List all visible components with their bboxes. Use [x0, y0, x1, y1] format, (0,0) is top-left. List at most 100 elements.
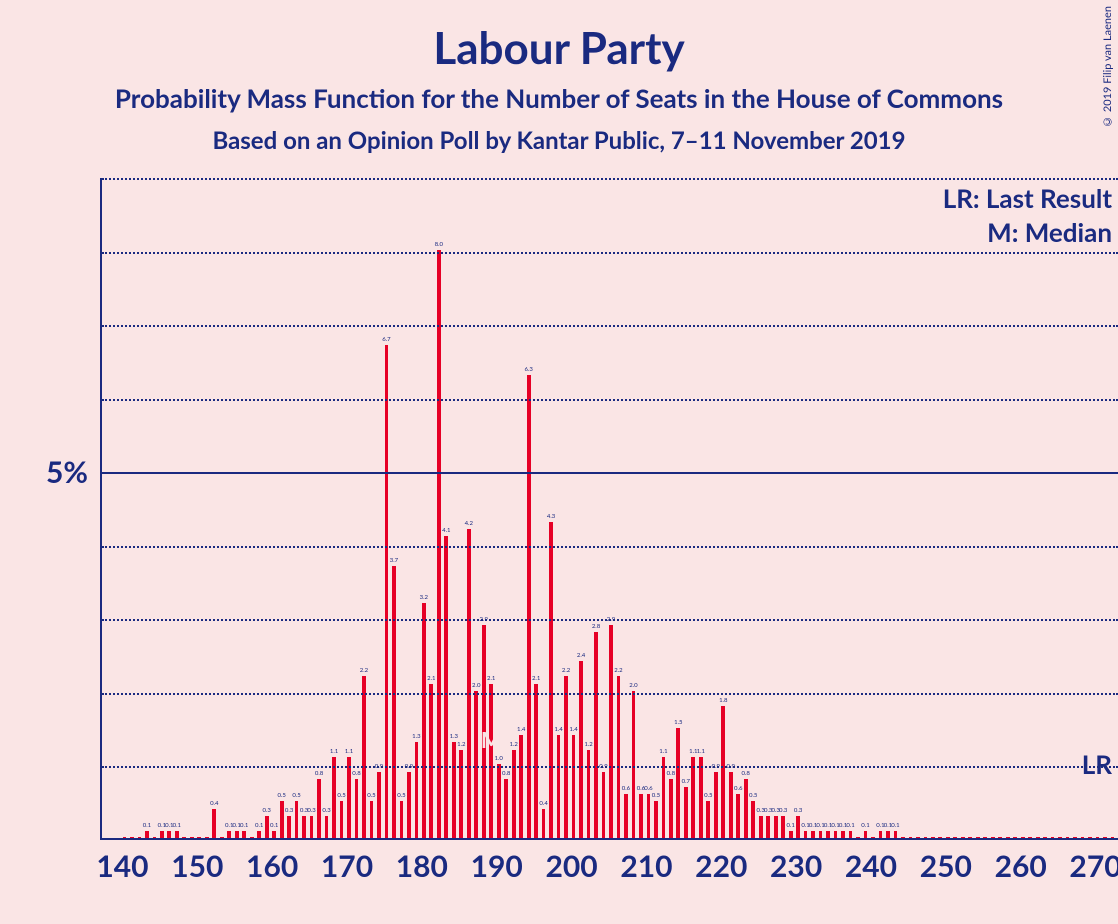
bar	[557, 735, 561, 838]
bar	[138, 837, 142, 838]
bar-value-label: 0.1	[846, 822, 854, 829]
bar	[594, 632, 598, 838]
bar	[938, 837, 942, 838]
bar	[849, 831, 853, 838]
bar	[242, 831, 246, 838]
bar	[1066, 837, 1070, 838]
bar	[916, 837, 920, 838]
bar-value-label: 1.1	[697, 748, 705, 755]
grid-line	[102, 472, 1118, 474]
x-tick-label: 270	[1069, 848, 1118, 884]
bar	[377, 772, 381, 838]
bar-value-label: 0.3	[285, 807, 293, 814]
bar	[182, 837, 186, 838]
bar	[1013, 837, 1017, 838]
bar	[295, 801, 299, 838]
bar	[280, 801, 284, 838]
bar	[257, 831, 261, 838]
x-tick-label: 220	[695, 848, 747, 884]
bar-value-label: 1.8	[719, 697, 727, 704]
bar	[669, 779, 673, 838]
bar	[976, 837, 980, 838]
bar-value-label: 0.8	[315, 770, 323, 777]
bar-value-label: 0.1	[173, 822, 181, 829]
bar	[265, 816, 269, 838]
x-tick-label: 200	[545, 848, 597, 884]
x-tick-label: 210	[620, 848, 672, 884]
bar	[834, 831, 838, 838]
bar	[931, 837, 935, 838]
bar	[751, 801, 755, 838]
bar	[205, 837, 209, 838]
bar	[1006, 837, 1010, 838]
bar	[1021, 837, 1025, 838]
bar-value-label: 2.2	[614, 667, 622, 674]
bar	[796, 816, 800, 838]
x-tick-label: 140	[96, 848, 148, 884]
grid-line	[102, 178, 1118, 180]
bar	[879, 831, 883, 838]
bar-value-label: 0.6	[622, 785, 630, 792]
bar-value-label: 0.5	[292, 792, 300, 799]
bar	[856, 837, 860, 838]
bar-value-label: 0.8	[502, 770, 510, 777]
bar	[145, 831, 149, 838]
x-tick-label: 170	[321, 848, 373, 884]
bar	[497, 764, 501, 838]
bar	[968, 837, 972, 838]
x-tick-label: 260	[995, 848, 1047, 884]
bar	[736, 794, 740, 838]
bars-container: 0.10.10.10.10.40.10.10.10.10.30.10.50.30…	[102, 178, 1118, 838]
bar-value-label: 1.3	[412, 733, 420, 740]
bar	[766, 816, 770, 838]
bar-value-label: 2.1	[487, 675, 495, 682]
bar	[587, 750, 591, 838]
bar-value-label: 1.2	[509, 741, 517, 748]
bar-value-label: 0.8	[667, 770, 675, 777]
bar	[983, 837, 987, 838]
bar-value-label: 1.2	[457, 741, 465, 748]
grid-line	[102, 766, 1118, 768]
bar-value-label: 0.5	[397, 792, 405, 799]
grid-line	[102, 546, 1118, 548]
bar	[310, 816, 314, 838]
bar	[647, 794, 651, 838]
bar	[953, 837, 957, 838]
bar-value-label: 1.0	[495, 755, 503, 762]
bar-value-label: 4.3	[547, 513, 555, 520]
bar	[1058, 837, 1062, 838]
bar-value-label: 0.6	[644, 785, 652, 792]
bar	[452, 742, 456, 838]
bar-value-label: 2.0	[629, 682, 637, 689]
bar	[759, 816, 763, 838]
bar	[617, 676, 621, 838]
bar	[1043, 837, 1047, 838]
bar	[572, 735, 576, 838]
legend-last-result: LR: Last Result	[943, 182, 1112, 214]
bar	[235, 831, 239, 838]
bar-value-label: 0.1	[240, 822, 248, 829]
bar	[602, 772, 606, 838]
bar	[789, 831, 793, 838]
bar-value-label: 0.1	[861, 822, 869, 829]
bar	[190, 837, 194, 838]
bar	[422, 603, 426, 838]
titles-block: Labour Party Probability Mass Function f…	[0, 0, 1118, 155]
bar	[400, 801, 404, 838]
bar	[924, 837, 928, 838]
bar-value-label: 0.7	[682, 778, 690, 785]
bar	[362, 676, 366, 838]
bar	[894, 831, 898, 838]
bar	[624, 794, 628, 838]
bar	[744, 779, 748, 838]
bar	[325, 816, 329, 838]
bar	[826, 831, 830, 838]
bar-value-label: 0.5	[367, 792, 375, 799]
x-axis-labels: 1401501601701801902002102202302402502602…	[100, 844, 1118, 884]
bar	[998, 837, 1002, 838]
bar-value-label: 1.3	[450, 733, 458, 740]
bar	[474, 691, 478, 838]
bar-value-label: 1.1	[345, 748, 353, 755]
bar	[991, 837, 995, 838]
bar	[1036, 837, 1040, 838]
